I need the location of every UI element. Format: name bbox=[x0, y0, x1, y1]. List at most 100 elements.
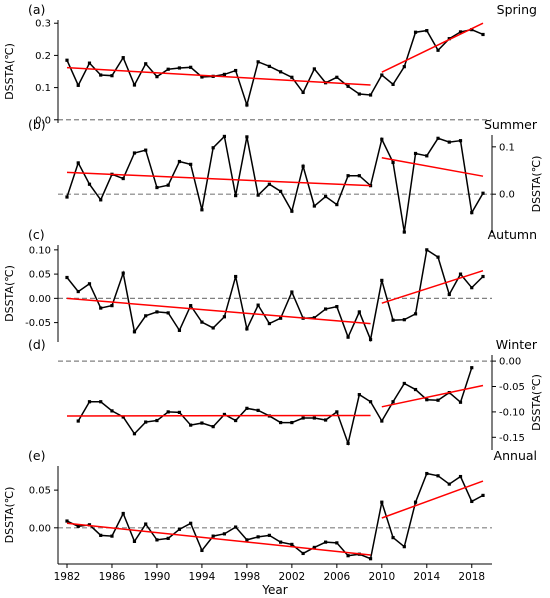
data-point bbox=[368, 184, 373, 188]
data-point bbox=[436, 136, 440, 140]
data-point bbox=[481, 274, 485, 279]
panel-title: Autumn bbox=[488, 227, 537, 242]
data-point bbox=[335, 410, 339, 414]
y-tick-label: -0.15 bbox=[499, 433, 525, 444]
data-point bbox=[256, 193, 260, 197]
data-point bbox=[301, 90, 305, 95]
data-point bbox=[177, 328, 182, 332]
y-tick-label: 0.0 bbox=[35, 115, 51, 126]
data-point bbox=[267, 321, 271, 326]
data-point bbox=[200, 208, 204, 212]
data-point bbox=[368, 337, 373, 342]
data-point bbox=[436, 48, 440, 52]
data-point bbox=[402, 318, 406, 322]
data-point bbox=[368, 400, 373, 404]
data-point bbox=[279, 189, 283, 193]
x-tick-label: 2006 bbox=[323, 571, 350, 583]
data-point bbox=[245, 103, 249, 107]
panel-title: Annual bbox=[494, 448, 537, 463]
data-point bbox=[155, 185, 159, 190]
data-point bbox=[177, 66, 182, 70]
data-point bbox=[87, 182, 92, 186]
x-tick-label: 2002 bbox=[278, 571, 305, 583]
panel-title: Spring bbox=[497, 2, 537, 17]
data-point bbox=[245, 327, 249, 331]
data-point bbox=[256, 303, 260, 307]
data-point bbox=[312, 545, 316, 550]
data-point bbox=[357, 174, 361, 178]
data-point bbox=[110, 534, 114, 538]
data-point bbox=[110, 74, 114, 78]
data-point bbox=[335, 202, 339, 207]
data-point bbox=[87, 400, 92, 404]
data-point bbox=[402, 230, 406, 234]
data-point bbox=[132, 83, 137, 87]
data-point bbox=[211, 425, 215, 429]
data-point bbox=[87, 61, 92, 65]
data-point bbox=[132, 330, 137, 334]
data-point bbox=[256, 535, 260, 539]
data-point bbox=[132, 432, 137, 436]
data-point bbox=[413, 30, 418, 34]
data-point bbox=[234, 274, 238, 279]
data-point bbox=[323, 194, 328, 199]
x-tick-label: 2010 bbox=[368, 571, 395, 583]
data-point bbox=[222, 412, 227, 417]
y-tick-label: 0.05 bbox=[29, 270, 51, 281]
x-axis-label: Year bbox=[261, 583, 287, 597]
data-point bbox=[177, 527, 182, 531]
data-point bbox=[99, 306, 103, 310]
data-point bbox=[121, 56, 125, 60]
data-point bbox=[99, 400, 103, 404]
x-tick-label: 1998 bbox=[234, 571, 261, 583]
data-point bbox=[222, 315, 227, 319]
data-point bbox=[402, 381, 406, 386]
data-point bbox=[76, 524, 80, 528]
data-point bbox=[144, 148, 148, 152]
data-point bbox=[99, 73, 103, 77]
data-point bbox=[155, 538, 159, 542]
data-point bbox=[380, 419, 384, 423]
y-tick-label: 0.0 bbox=[499, 190, 515, 201]
data-point bbox=[470, 211, 474, 215]
data-point bbox=[346, 441, 350, 445]
trend-line-1 bbox=[66, 522, 371, 556]
data-point bbox=[346, 554, 350, 558]
y-tick-label: 0.2 bbox=[35, 51, 51, 62]
data-point bbox=[279, 316, 283, 320]
x-tick-label: 2018 bbox=[458, 571, 485, 583]
data-point bbox=[290, 290, 294, 294]
data-point bbox=[391, 400, 395, 404]
data-point bbox=[301, 551, 305, 556]
data-point bbox=[189, 521, 193, 525]
y-axis-title: DSSTA(℃) bbox=[3, 43, 16, 100]
data-point bbox=[279, 540, 283, 544]
data-point bbox=[335, 75, 339, 79]
data-point bbox=[458, 400, 463, 404]
panel-label: (c) bbox=[28, 227, 45, 242]
data-point bbox=[425, 471, 429, 476]
data-point bbox=[323, 540, 328, 544]
trend-line-2 bbox=[381, 22, 484, 73]
data-point bbox=[121, 415, 125, 419]
data-point bbox=[211, 534, 215, 538]
series-line bbox=[66, 472, 484, 560]
data-point bbox=[447, 292, 451, 297]
data-point bbox=[155, 418, 159, 423]
data-point bbox=[189, 162, 193, 166]
series-line bbox=[66, 248, 484, 343]
x-tick-label: 1990 bbox=[144, 571, 171, 583]
data-point bbox=[256, 408, 260, 412]
x-tick-label: 1994 bbox=[189, 571, 216, 583]
data-point bbox=[335, 541, 339, 545]
data-point bbox=[312, 67, 316, 71]
data-point bbox=[200, 75, 204, 79]
data-point bbox=[312, 204, 316, 208]
data-point bbox=[132, 539, 137, 543]
data-point bbox=[76, 419, 80, 423]
data-point bbox=[245, 538, 249, 542]
data-point bbox=[65, 195, 69, 199]
data-point bbox=[346, 335, 350, 339]
y-tick-label: 0.1 bbox=[499, 142, 515, 153]
data-point bbox=[200, 421, 204, 425]
